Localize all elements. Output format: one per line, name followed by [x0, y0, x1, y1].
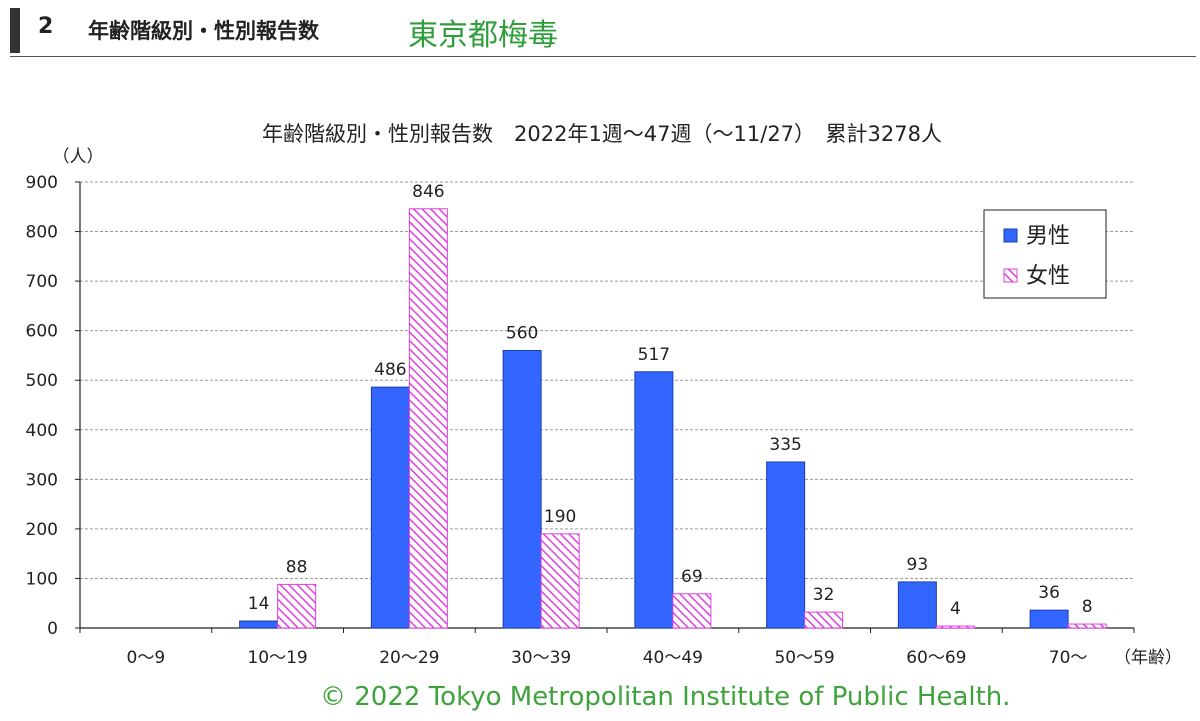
x-tick-label: 70～ [1049, 648, 1088, 668]
bar-male [370, 386, 410, 629]
header-accent-bar [10, 8, 20, 53]
data-label-male: 36 [1038, 583, 1060, 603]
y-tick-label: 700 [26, 272, 58, 292]
x-tick-label: 40～49 [643, 648, 703, 668]
data-label-male: 14 [248, 594, 270, 614]
data-label-male: 486 [374, 360, 406, 380]
data-label-male: 93 [907, 555, 929, 575]
bar-male [634, 371, 674, 629]
copyright-notice: © 2022 Tokyo Metropolitan Institute of P… [320, 682, 1011, 712]
y-tick-label: 900 [26, 173, 58, 193]
legend-label-female: 女性 [1026, 264, 1070, 289]
legend-label-male: 男性 [1026, 224, 1070, 249]
bar-female [1067, 623, 1107, 629]
data-label-female: 8 [1082, 597, 1093, 617]
data-label-female: 846 [412, 182, 444, 202]
legend-box [983, 209, 1107, 299]
x-tick-label: 30～39 [511, 648, 571, 668]
section-title: 年齢階級別・性別報告数 [88, 19, 319, 43]
x-tick-label: 50～59 [774, 648, 834, 668]
y-tick-label: 100 [26, 569, 58, 589]
section-header: 2 年齢階級別・性別報告数 東京都梅毒 [0, 0, 1200, 60]
data-label-male: 560 [506, 323, 538, 343]
x-tick-label: 20～29 [379, 648, 439, 668]
bar-female [935, 625, 975, 629]
y-tick-label: 600 [26, 322, 58, 342]
bar-male [239, 620, 279, 629]
legend-swatch-female [1003, 268, 1018, 283]
chart-title: 年齢階級別・性別報告数 2022年1週～47週（～11/27） 累計3278人 [262, 122, 942, 146]
y-axis-label: （人） [53, 147, 104, 167]
bar-female [672, 593, 712, 629]
section-subtitle: 東京都梅毒 [408, 18, 558, 53]
x-tick-label: 10～19 [247, 648, 307, 668]
bar-female [277, 583, 317, 629]
x-tick-label: 0～9 [127, 648, 166, 668]
section-number: 2 [38, 14, 54, 39]
bar-male [1029, 609, 1069, 629]
bar-female [408, 208, 448, 629]
header-divider [10, 56, 1196, 57]
x-tick-label: 60～69 [906, 648, 966, 668]
y-tick-label: 300 [26, 470, 58, 490]
bar-male [502, 349, 542, 629]
y-tick-label: 500 [26, 371, 58, 391]
y-tick-label: 400 [26, 421, 58, 441]
bar-female [804, 611, 844, 629]
data-label-male: 517 [638, 345, 670, 365]
data-label-female: 4 [950, 599, 961, 619]
data-label-female: 88 [286, 557, 308, 577]
data-label-female: 69 [681, 567, 703, 587]
y-tick-label: 0 [47, 619, 58, 639]
bar-male [897, 581, 937, 629]
bar-female [540, 533, 580, 629]
data-label-female: 190 [544, 507, 576, 527]
legend-swatch-male [1003, 228, 1018, 243]
bar-male [766, 461, 806, 629]
data-label-male: 335 [769, 435, 801, 455]
y-tick-label: 200 [26, 520, 58, 540]
y-tick-label: 800 [26, 223, 58, 243]
data-label-female: 32 [813, 585, 835, 605]
x-axis-label: （年齢） [1114, 648, 1182, 668]
